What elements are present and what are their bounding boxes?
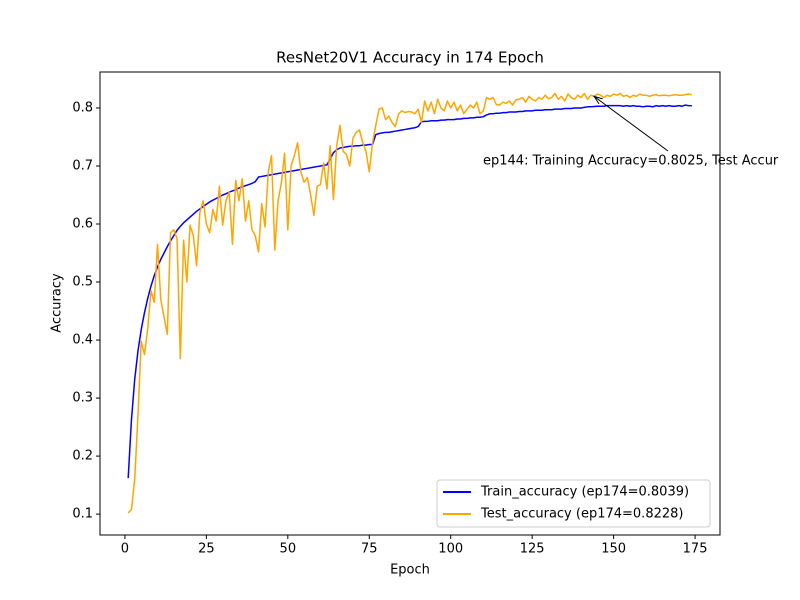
legend-box (436, 479, 711, 528)
x-tick-label: 150 (601, 542, 626, 557)
legend-label: Train_accuracy (ep174=0.8039) (480, 485, 689, 500)
y-tick-label: 0.1 (72, 507, 93, 522)
y-tick-label: 0.4 (72, 333, 93, 348)
y-tick-label: 0.2 (72, 449, 93, 464)
x-tick-label: 75 (361, 542, 378, 557)
chart-title: ResNet20V1 Accuracy in 174 Epoch (276, 49, 544, 67)
legend-label: Test_accuracy (ep174=0.8228) (480, 507, 683, 522)
y-tick-label: 0.5 (72, 275, 93, 290)
series-line (127, 92, 692, 514)
x-axis-label: Epoch (390, 563, 430, 578)
y-tick-label: 0.3 (72, 391, 93, 406)
x-tick-label: 0 (121, 542, 129, 557)
x-tick-label: 50 (280, 542, 297, 557)
annotation-arrow (593, 95, 669, 152)
x-tick-label: 175 (683, 542, 708, 557)
x-tick-label: 25 (198, 542, 215, 557)
plot-frame (99, 71, 721, 536)
y-tick-label: 0.8 (72, 100, 93, 115)
series-line (127, 104, 692, 479)
y-tick-label: 0.7 (72, 158, 93, 173)
y-tick-label: 0.6 (72, 217, 93, 232)
x-tick-label: 125 (520, 542, 545, 557)
x-tick-label: 100 (438, 542, 463, 557)
y-axis-label: Accuracy (50, 273, 65, 333)
annotation-arrowhead (592, 95, 603, 105)
annotation-text: ep144: Training Accuracy=0.8025, Test Ac… (483, 154, 779, 169)
